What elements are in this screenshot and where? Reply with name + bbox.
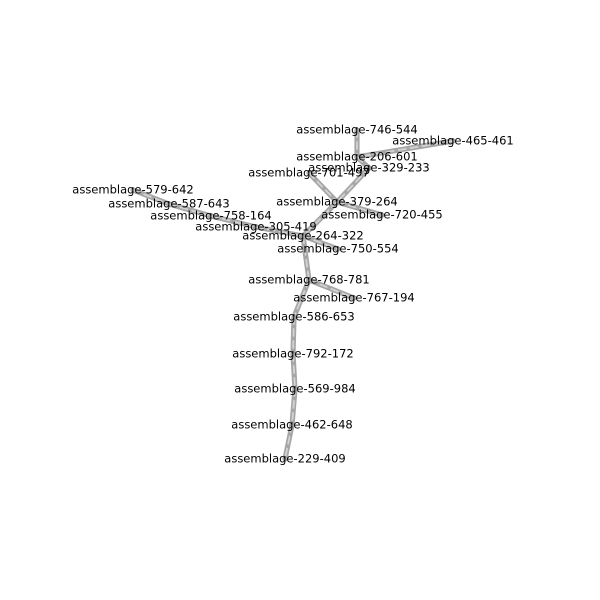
node-label-n792: assemblage-792-172 (232, 347, 353, 361)
edge-n465-n206 (356, 140, 454, 158)
edge-n264-n768 (302, 235, 310, 281)
edge-n768-n767 (308, 279, 355, 299)
edge-n379-n264 (302, 201, 338, 237)
node-label-n465: assemblage-465-461 (392, 134, 513, 148)
edge-n305-n264 (255, 226, 304, 237)
node-label-n586: assemblage-586-653 (233, 310, 354, 324)
node-label-n768: assemblage-768-781 (248, 273, 369, 287)
node-label-n305: assemblage-305-419 (195, 220, 316, 234)
edge-n587-n758 (168, 203, 212, 217)
node-label-n579: assemblage-579-642 (72, 183, 193, 197)
edge-n792-n569 (292, 353, 296, 390)
edge-n586-n792 (292, 316, 295, 355)
node-label-n767: assemblage-767-194 (293, 291, 414, 305)
edge-n462-n229 (284, 424, 293, 460)
node-label-n720: assemblage-720-455 (321, 208, 442, 222)
edge-n569-n462 (291, 388, 296, 426)
node-label-n758: assemblage-758-164 (150, 209, 271, 223)
edge-n701-n379 (308, 172, 338, 203)
node-label-n206: assemblage-206-601 (296, 150, 417, 164)
node-label-n587: assemblage-587-643 (108, 197, 229, 211)
node-label-n569: assemblage-569-984 (234, 382, 355, 396)
edge-n579-n587 (132, 189, 170, 205)
edge-n329-n379 (336, 167, 370, 203)
edge-n379-n720 (336, 201, 383, 216)
edge-n768-n586 (293, 279, 310, 318)
edge-n206-n329 (356, 156, 370, 169)
node-label-n379: assemblage-379-264 (276, 195, 397, 209)
edge-n264-n750 (302, 235, 339, 250)
node-label-n701: assemblage-701-497 (248, 166, 369, 180)
node-label-n462: assemblage-462-648 (231, 418, 352, 432)
edge-n758-n305 (210, 215, 257, 228)
node-label-n750: assemblage-750-554 (277, 242, 398, 256)
node-label-n746: assemblage-746-544 (296, 123, 417, 137)
node-label-n264: assemblage-264-322 (242, 229, 363, 243)
edges-layer (130, 127, 456, 462)
node-label-n329: assemblage-329-233 (308, 161, 429, 175)
node-label-n229: assemblage-229-409 (224, 452, 345, 466)
